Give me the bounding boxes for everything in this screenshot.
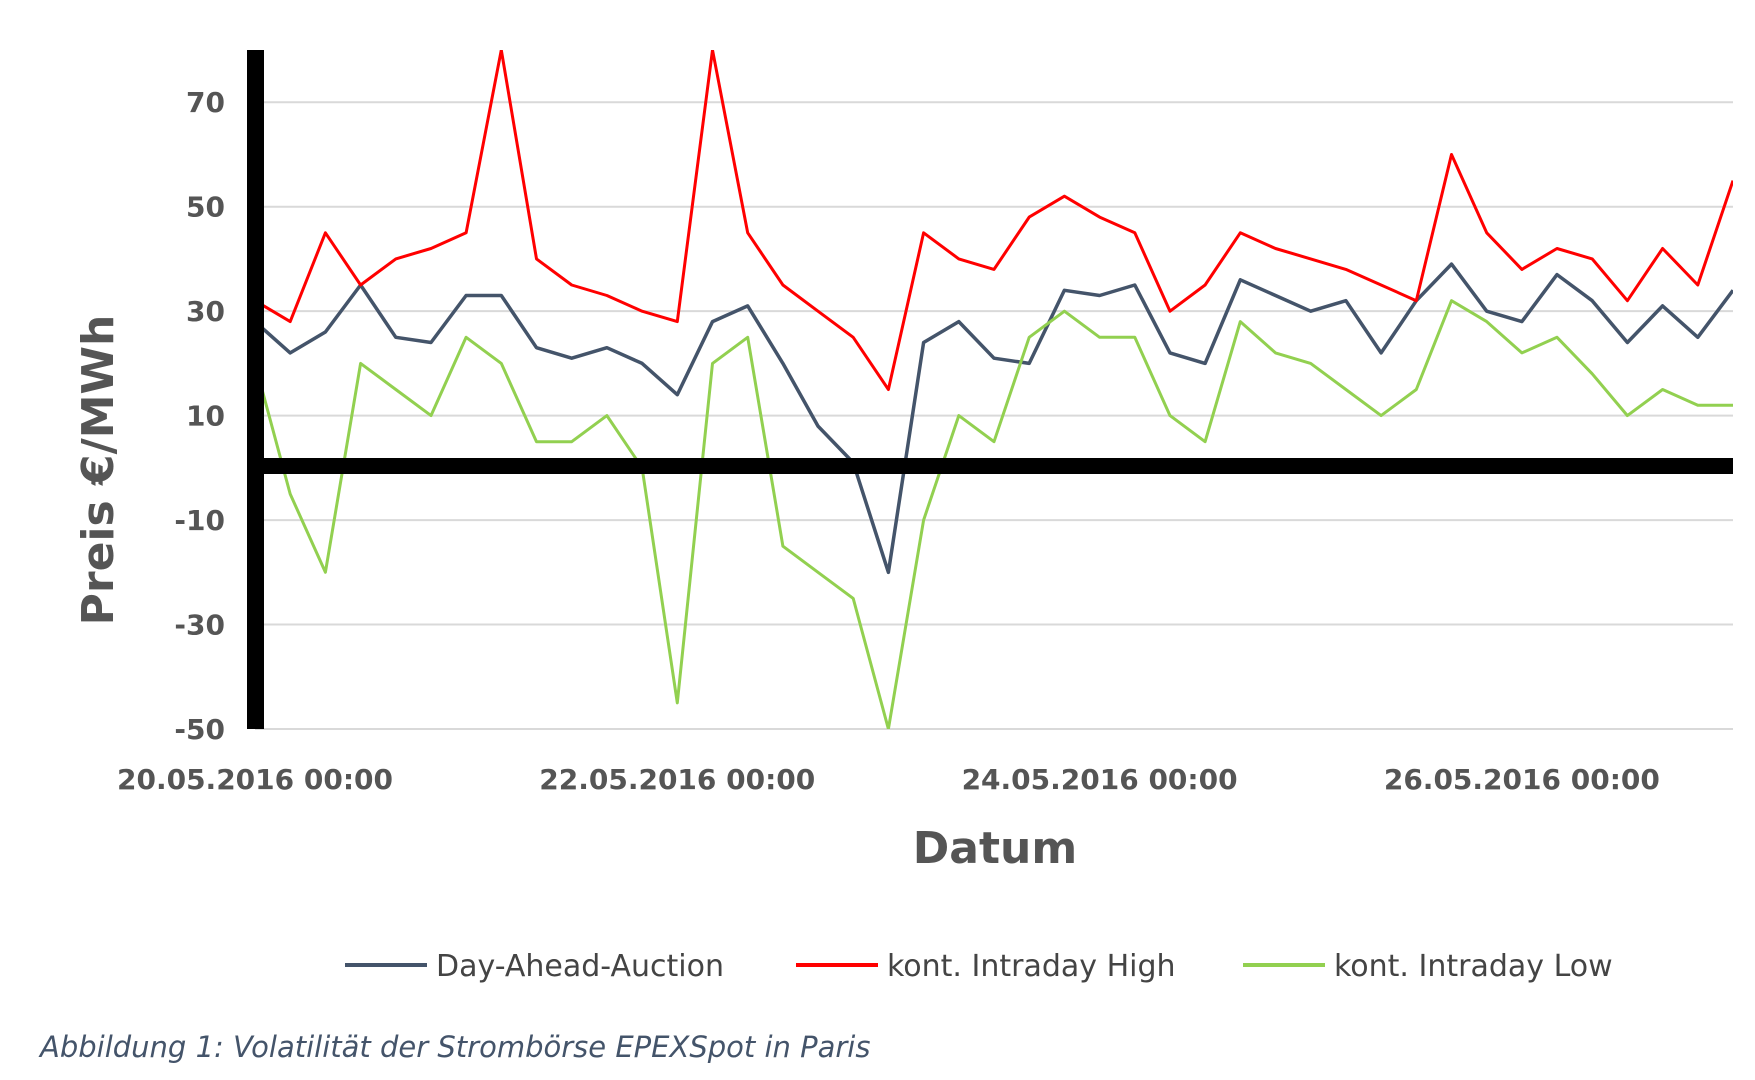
grid-lines bbox=[255, 101, 1733, 730]
legend-label: kont. Intraday High bbox=[887, 949, 1176, 984]
y-tick-label: -50 bbox=[174, 713, 225, 746]
y-tick-label: -30 bbox=[174, 609, 225, 642]
x-tick-label: 24.05.2016 00:00 bbox=[962, 763, 1238, 796]
y-tick-labels: 70 50 30 10 -10 -30 -50 bbox=[174, 86, 225, 746]
legend: Day-Ahead-Auction kont. Intraday High kont… bbox=[345, 949, 1613, 984]
y-tick-label: 30 bbox=[186, 295, 225, 328]
zero-axis-line bbox=[247, 458, 1733, 474]
x-tick-labels: 20.05.2016 00:00 22.05.2016 00:00 24.05.20… bbox=[117, 763, 1660, 796]
legend-label: Day-Ahead-Auction bbox=[436, 949, 724, 984]
series-line-1 bbox=[255, 262, 1733, 575]
y-tick-label: -10 bbox=[174, 504, 225, 537]
x-tick-label: 20.05.2016 00:00 bbox=[117, 763, 393, 796]
x-tick-label: 26.05.2016 00:00 bbox=[1384, 763, 1660, 796]
series-line-2 bbox=[255, 50, 1733, 391]
y-tick-label: 10 bbox=[186, 400, 225, 433]
y-axis-line bbox=[247, 50, 264, 729]
x-tick-label: 22.05.2016 00:00 bbox=[539, 763, 815, 796]
y-axis-title: Preis €/MWh bbox=[73, 315, 124, 626]
series-lines bbox=[255, 50, 1733, 729]
y-tick-label: 70 bbox=[186, 86, 225, 119]
y-tick-label: 50 bbox=[186, 191, 225, 224]
series-line-3 bbox=[255, 299, 1733, 729]
figure-caption: Abbildung 1: Volatilität der Strombörse … bbox=[38, 1030, 870, 1064]
legend-label: kont. Intraday Low bbox=[1334, 949, 1613, 984]
x-axis-title: Datum bbox=[913, 823, 1077, 874]
